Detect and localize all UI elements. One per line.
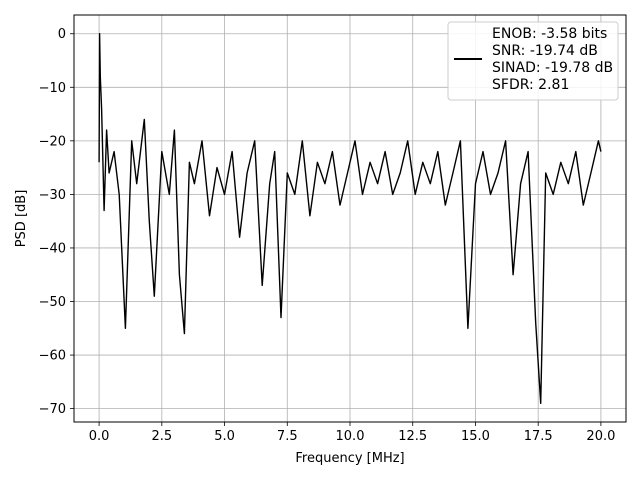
- y-tick-label-7: −70: [39, 402, 66, 417]
- legend-line-sinad: SINAD: -19.78 dB: [492, 60, 613, 76]
- y-tick-label-6: −60: [39, 349, 66, 364]
- x-tick-label-5: 12.5: [398, 429, 427, 444]
- legend-line-snr: SNR: -19.74 dB: [492, 43, 598, 59]
- y-axis-label: PSD [dB]: [14, 190, 29, 248]
- x-tick-label-8: 20.0: [586, 429, 615, 444]
- x-tick-label-0: 0.0: [89, 429, 110, 444]
- x-tick-label-3: 7.5: [277, 429, 298, 444]
- y-tick-label-4: −40: [39, 241, 66, 256]
- x-tick-label-4: 10.0: [336, 429, 365, 444]
- series-layer: [98, 33, 602, 404]
- y-axis: 0 −10 −20 −30 −40 −50 −60 −70: [39, 27, 74, 417]
- psd-series-line: [98, 33, 602, 404]
- legend-line-enob: ENOB: -3.58 bits: [492, 26, 607, 42]
- x-axis-label: Frequency [MHz]: [295, 451, 404, 466]
- x-tick-label-2: 5.0: [214, 429, 235, 444]
- x-axis: 0.0 2.5 5.0 7.5 10.0 12.5 15.0 17.5 20.0: [89, 422, 615, 444]
- legend: ENOB: -3.58 bits SNR: -19.74 dB SINAD: -…: [447, 21, 619, 101]
- legend-box: [447, 21, 619, 101]
- legend-line-sfdr: SFDR: 2.81: [492, 77, 569, 93]
- x-tick-label-1: 2.5: [151, 429, 172, 444]
- y-tick-label-0: 0: [58, 27, 66, 42]
- y-tick-label-2: −20: [39, 134, 66, 149]
- x-tick-label-6: 15.0: [461, 429, 490, 444]
- y-tick-label-1: −10: [39, 81, 66, 96]
- y-tick-label-5: −50: [39, 295, 66, 310]
- x-tick-label-7: 17.5: [524, 429, 553, 444]
- y-tick-label-3: −30: [39, 188, 66, 203]
